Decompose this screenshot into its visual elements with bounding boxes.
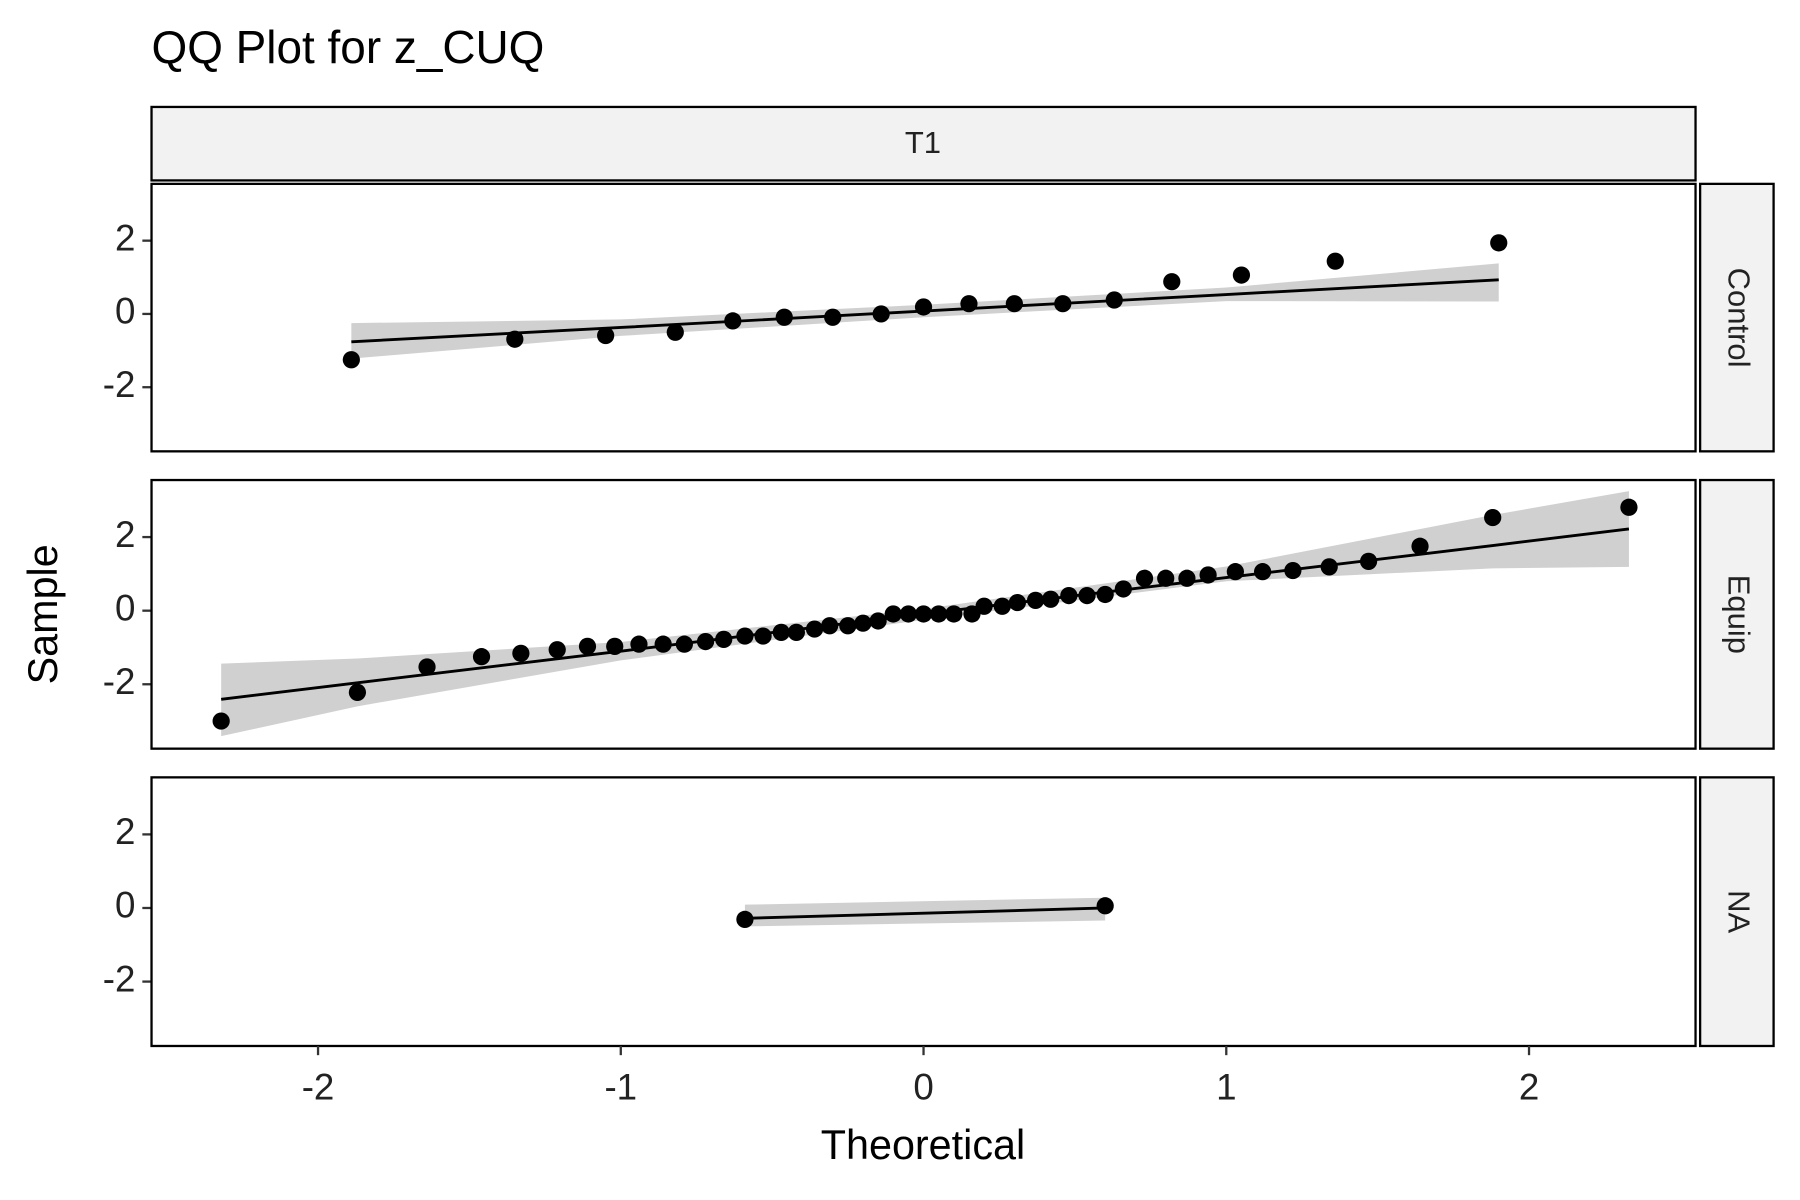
point (975, 597, 993, 615)
y-tick-label: 2 (115, 217, 135, 258)
point (1484, 508, 1502, 527)
point (472, 648, 491, 666)
point (1199, 566, 1217, 584)
x-tick-label: 2 (1519, 1066, 1539, 1107)
point (899, 605, 918, 623)
x-tick-label: 1 (1216, 1066, 1236, 1107)
point (1105, 291, 1123, 309)
point (839, 617, 857, 635)
row-strip-label: Equip (1722, 575, 1757, 654)
point (1284, 561, 1302, 580)
point (1620, 498, 1638, 516)
point (715, 630, 733, 648)
point (1042, 590, 1060, 608)
point (1078, 586, 1096, 605)
panel-border (150, 478, 1697, 750)
column-strip (150, 105, 1697, 182)
reference-line (744, 906, 1106, 920)
point (869, 612, 887, 630)
point (506, 330, 524, 348)
point (805, 620, 824, 638)
point (772, 623, 790, 641)
row-strip-label: NA (1722, 890, 1757, 933)
point (606, 637, 624, 655)
point (1232, 266, 1251, 284)
point (724, 312, 742, 330)
point (578, 637, 597, 655)
point (1054, 295, 1072, 313)
panel-border (150, 182, 1697, 453)
point (696, 632, 715, 651)
point (1326, 252, 1344, 270)
point (945, 605, 963, 623)
point (348, 683, 367, 701)
x-tick-label: -1 (604, 1066, 637, 1107)
point (1157, 569, 1175, 587)
point (775, 308, 793, 326)
point (666, 323, 684, 341)
point (1226, 563, 1244, 581)
point (993, 597, 1011, 615)
point (930, 605, 948, 623)
point (342, 351, 360, 369)
row-strip-label: Control (1722, 268, 1757, 368)
point (1060, 586, 1078, 605)
y-tick-label: -2 (103, 364, 136, 405)
point (736, 910, 754, 929)
point (736, 627, 754, 645)
point (548, 641, 566, 659)
point (1135, 569, 1154, 587)
point (1411, 537, 1429, 555)
x-tick-label: -2 (302, 1066, 335, 1107)
point (914, 605, 933, 623)
point (675, 635, 693, 653)
y-tick-label: 2 (115, 514, 135, 555)
column-strip-label: T1 (905, 125, 941, 160)
point (1178, 569, 1196, 587)
point (754, 627, 772, 645)
point (787, 623, 805, 641)
point (914, 298, 933, 316)
point (824, 308, 842, 326)
point (1253, 563, 1272, 581)
point (1490, 234, 1508, 252)
y-tick-label: 0 (115, 885, 135, 926)
y-tick-label: 2 (115, 811, 135, 852)
point (512, 644, 530, 662)
point (630, 635, 648, 653)
row-strip (1698, 776, 1775, 1048)
row-strip (1698, 478, 1775, 750)
y-tick-label: 0 (115, 587, 135, 628)
y-tick-label: -2 (103, 661, 136, 702)
x-tick-label: 0 (913, 1066, 933, 1107)
point (212, 712, 230, 730)
point (418, 658, 436, 676)
y-tick-label: -2 (103, 958, 136, 999)
row-strip (1698, 182, 1775, 453)
point (884, 605, 902, 623)
point (1359, 552, 1378, 570)
point (854, 614, 872, 632)
y-tick-label: 0 (115, 291, 135, 332)
x-axis-label: Theoretical (821, 1122, 1025, 1168)
point (1026, 591, 1045, 609)
y-axis-label: Sample (20, 544, 66, 684)
point (1320, 558, 1338, 576)
point (960, 295, 978, 313)
point (654, 635, 672, 653)
point (1114, 580, 1132, 598)
point (1008, 593, 1026, 612)
point (1005, 295, 1023, 313)
point (1096, 585, 1114, 604)
point (872, 305, 890, 323)
point (1096, 897, 1114, 915)
panel-background (151, 183, 1696, 452)
point (821, 617, 839, 635)
chart-title: QQ Plot for z_CUQ (152, 21, 545, 73)
point (597, 326, 615, 345)
point (1163, 273, 1181, 291)
